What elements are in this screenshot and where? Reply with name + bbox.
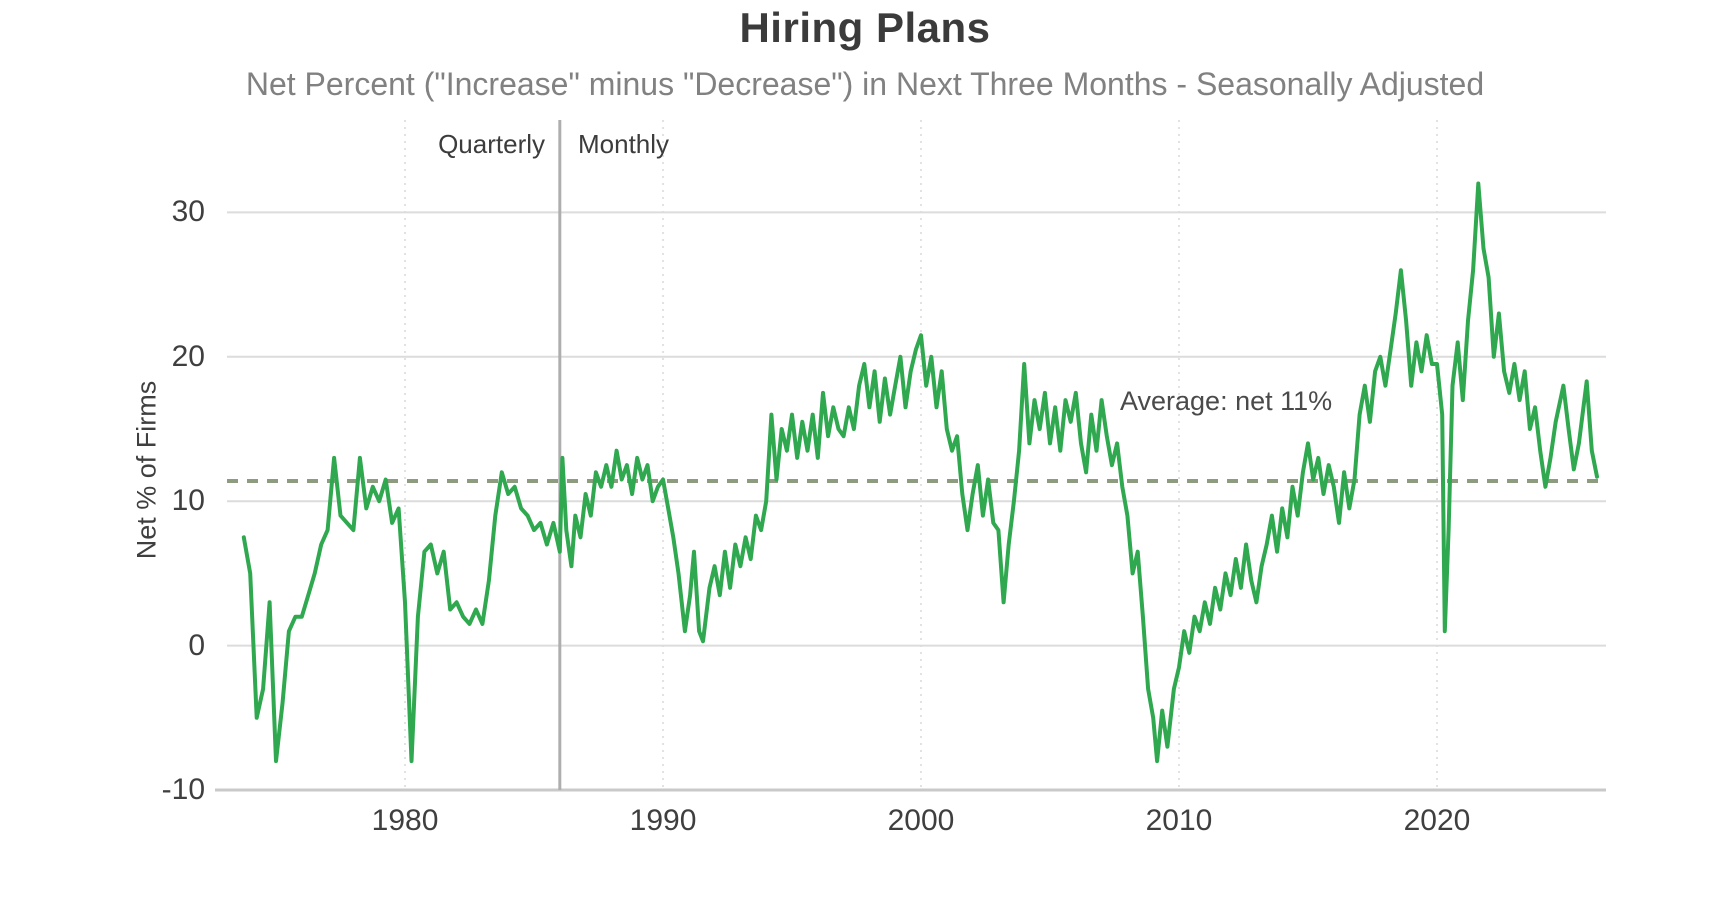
y-tick-label: 0 [188, 628, 205, 662]
chart-title: Hiring Plans [739, 4, 991, 51]
series-line [241, 181, 1599, 764]
y-tick-label: 30 [171, 195, 205, 229]
monthly-period-label: Monthly [578, 129, 670, 159]
y-tick-label: 10 [171, 484, 205, 518]
x-tick-label: 2000 [887, 804, 955, 837]
x-tick-label: 1980 [371, 804, 439, 837]
y-tick-label: -10 [161, 773, 205, 806]
x-tick-label: 1990 [629, 804, 697, 837]
quarterly-period-label: Quarterly [438, 129, 545, 159]
chart-subtitle: Net Percent ("Increase" minus "Decrease"… [245, 66, 1485, 102]
y-tick-label: 20 [171, 339, 205, 373]
y-axis-title: Net % of Firms [131, 380, 162, 560]
x-tick-label: 2020 [1403, 804, 1471, 837]
x-tick-label: 2010 [1145, 804, 1213, 837]
average-annotation: Average: net 11% [1120, 386, 1333, 416]
